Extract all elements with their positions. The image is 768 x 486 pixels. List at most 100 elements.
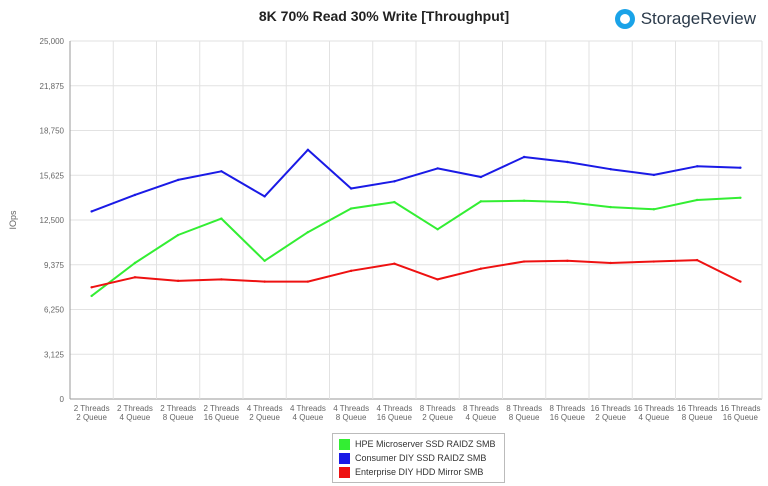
data-point [90, 294, 93, 298]
data-point [90, 286, 93, 289]
x-tick-label: 2 Queue [249, 413, 280, 422]
legend-entry: Enterprise DIY HDD Mirror SMB [339, 465, 496, 479]
x-tick-label: 2 Threads [203, 404, 239, 413]
data-point [176, 279, 180, 283]
legend-swatch [339, 466, 350, 478]
chart-title: 8K 70% Read 30% Write [Throughput] [258, 8, 510, 24]
data-point [522, 155, 526, 159]
data-point [176, 178, 180, 182]
data-point [436, 278, 439, 281]
data-point [522, 199, 526, 202]
data-point [133, 261, 137, 265]
data-point [695, 198, 699, 202]
legend-entry: Consumer DIY SSD RAIDZ SMB [339, 451, 496, 465]
x-tick-label: 4 Threads [247, 404, 283, 413]
data-point [739, 196, 742, 200]
data-point [220, 278, 223, 281]
data-point [479, 175, 483, 179]
x-tick-label: 16 Queue [550, 413, 586, 422]
data-point [90, 210, 93, 213]
x-tick-label: 16 Queue [723, 413, 759, 422]
data-point [522, 260, 526, 263]
x-tick-label: 8 Threads [420, 404, 456, 413]
x-tick-label: 2 Threads [160, 404, 196, 413]
x-tick-label: 2 Queue [595, 413, 626, 422]
data-point [263, 259, 266, 263]
x-tick-label: 8 Threads [463, 404, 499, 413]
x-tick-label: 16 Threads [590, 404, 630, 413]
x-tick-label: 4 Threads [376, 404, 412, 413]
data-point [263, 280, 266, 283]
legend-label: Enterprise DIY HDD Mirror SMB [355, 467, 484, 477]
x-tick-label: 16 Queue [204, 413, 240, 422]
series-line [91, 148, 741, 213]
y-tick-label: 15,625 [40, 171, 65, 180]
legend: HPE Microserver SSD RAIDZ SMB Consumer DI… [332, 433, 505, 483]
data-point [652, 173, 656, 177]
y-tick-label: 25,000 [40, 37, 65, 46]
data-point [609, 167, 612, 171]
data-point [479, 267, 483, 270]
x-tick-label: 16 Threads [677, 404, 717, 413]
data-point [220, 217, 223, 220]
x-tick-label: 4 Queue [293, 413, 324, 422]
y-tick-label: 0 [60, 395, 65, 404]
y-tick-label: 12,500 [40, 216, 65, 225]
data-point [566, 259, 569, 263]
data-point [263, 195, 266, 198]
x-tick-label: 8 Threads [506, 404, 542, 413]
data-point [133, 276, 137, 279]
data-point [566, 200, 569, 204]
x-tick-label: 4 Queue [120, 413, 151, 422]
x-tick-label: 8 Queue [336, 413, 367, 422]
y-tick-label: 18,750 [40, 127, 65, 136]
legend-entry: HPE Microserver SSD RAIDZ SMB [339, 437, 496, 451]
x-tick-label: 2 Threads [74, 404, 110, 413]
x-tick-label: 4 Threads [333, 404, 369, 413]
data-point [695, 165, 699, 168]
data-point [393, 180, 396, 183]
data-point [306, 280, 310, 283]
data-point [609, 205, 612, 209]
x-tick-label: 8 Queue [682, 413, 713, 422]
data-point [436, 167, 439, 170]
storagereview-logo: StorageReview [614, 9, 756, 29]
data-point [652, 260, 656, 263]
data-point [133, 193, 137, 197]
x-tick-label: 4 Queue [466, 413, 497, 422]
y-tick-label: 9,375 [44, 261, 65, 270]
data-point [349, 269, 353, 273]
x-tick-label: 16 Threads [720, 404, 760, 413]
data-point [436, 228, 439, 231]
x-tick-label: 8 Queue [509, 413, 540, 422]
y-tick-label: 21,875 [40, 82, 65, 91]
legend-swatch [339, 438, 350, 450]
x-tick-label: 4 Queue [639, 413, 670, 422]
legend-label: Consumer DIY SSD RAIDZ SMB [355, 453, 487, 463]
data-point [306, 230, 310, 234]
data-point [306, 148, 310, 152]
data-point [566, 160, 569, 164]
data-point [739, 166, 742, 169]
x-tick-label: 16 Queue [377, 413, 413, 422]
y-tick-label: 6,250 [44, 306, 65, 315]
data-point [393, 262, 396, 265]
series-line [91, 259, 741, 289]
data-point [176, 233, 180, 237]
legend-swatch [339, 452, 350, 464]
x-tick-label: 4 Threads [290, 404, 326, 413]
data-point [609, 261, 612, 265]
data-point [652, 208, 656, 211]
x-tick-label: 16 Threads [634, 404, 674, 413]
data-point [393, 200, 396, 204]
y-axis-label: IOps [8, 210, 18, 230]
storagereview-logo-icon [614, 9, 635, 29]
x-tick-label: 2 Queue [76, 413, 107, 422]
x-tick-label: 8 Threads [549, 404, 585, 413]
data-point [739, 280, 742, 283]
data-point [220, 170, 223, 173]
x-tick-label: 2 Queue [422, 413, 453, 422]
x-tick-label: 8 Queue [163, 413, 194, 422]
data-point [349, 187, 353, 190]
